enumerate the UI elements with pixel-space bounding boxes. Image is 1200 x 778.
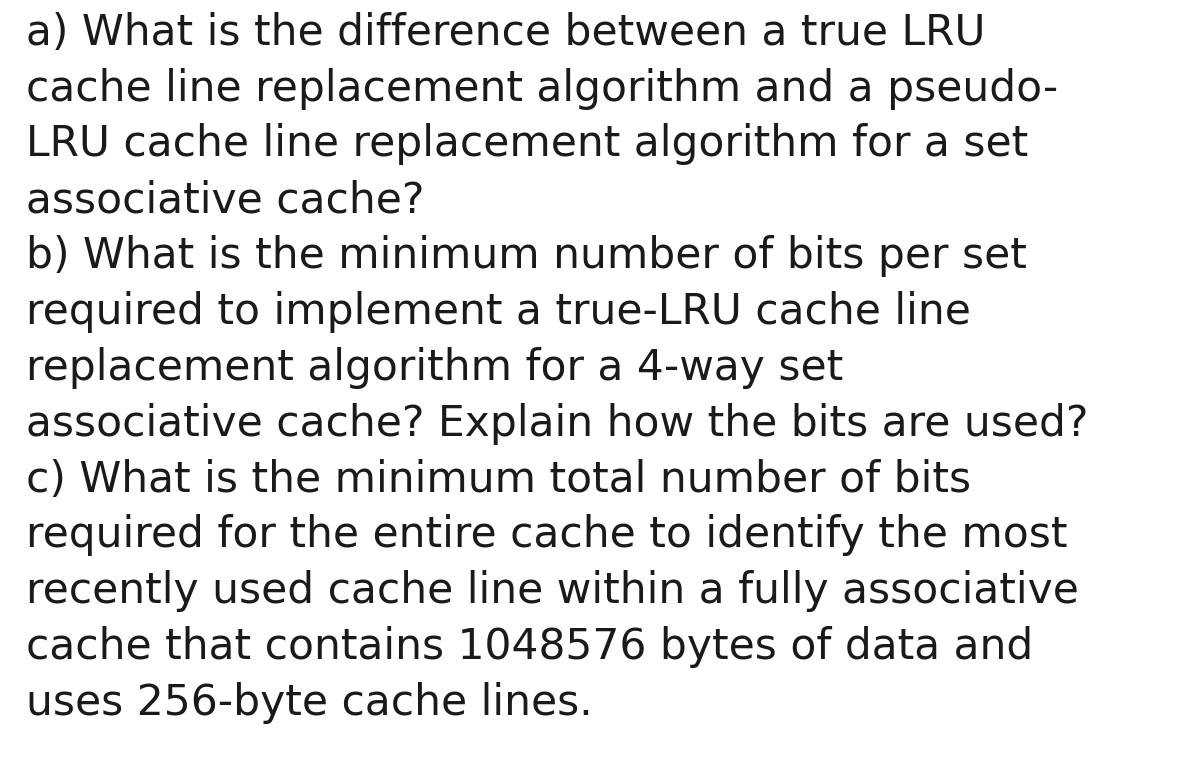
Text: a) What is the difference between a true LRU
cache line replacement algorithm an: a) What is the difference between a true…: [26, 12, 1088, 724]
